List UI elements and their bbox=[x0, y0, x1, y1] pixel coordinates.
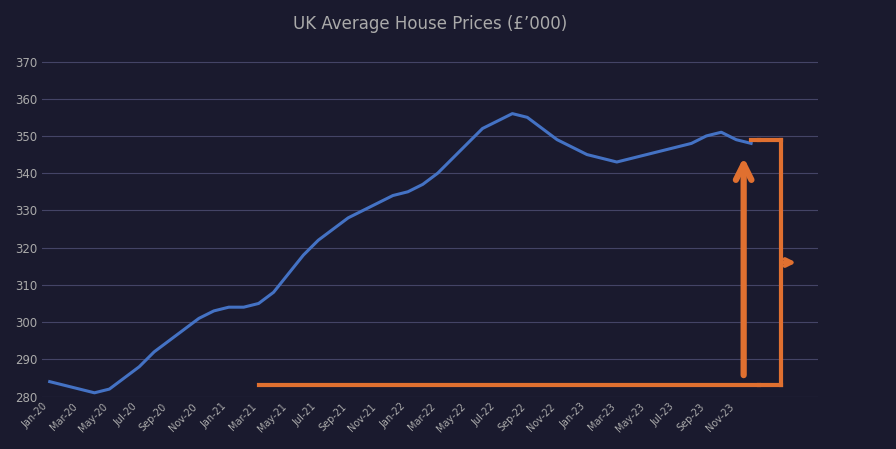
Title: UK Average House Prices (£’000): UK Average House Prices (£’000) bbox=[293, 15, 567, 33]
